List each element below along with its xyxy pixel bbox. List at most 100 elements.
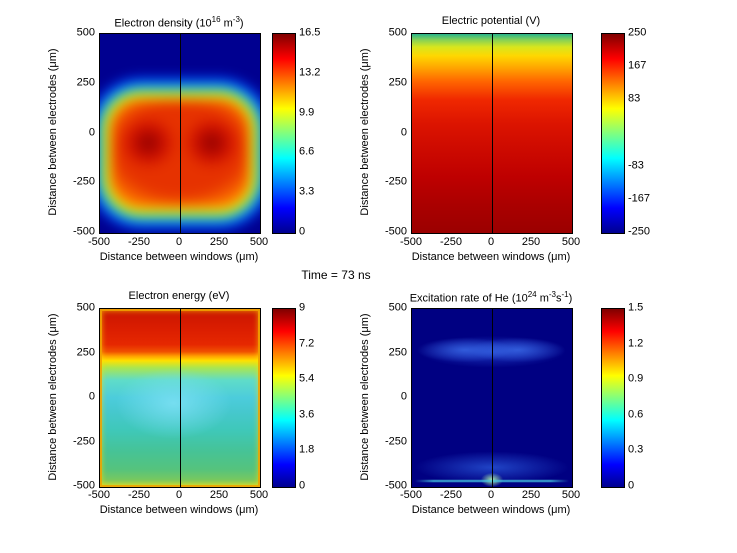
tick-label: 500 (561, 236, 581, 248)
tick-label: -500 (87, 236, 111, 248)
tick-label: 500 (249, 236, 269, 248)
plot-title-excitation-rate: Excitation rate of He (1024 m-3s-1) (410, 290, 573, 305)
colorbar-ticks-electron-density: 16.5 13.2 9.9 6.6 3.3 0 (299, 27, 339, 237)
heatmap-electron-energy (99, 308, 261, 488)
x-axis-ticks-electric-potential: -500 -250 0 250 500 (400, 236, 580, 249)
tick-label: 0 (175, 489, 183, 501)
tick-label: 9 (299, 301, 306, 314)
tick-label: 0 (628, 479, 635, 492)
x-axis-label-excitation-rate: Distance between windows (μm) (411, 504, 571, 516)
tick-label: 250 (388, 76, 407, 89)
tick-label: -250 (628, 225, 651, 238)
tick-label: 9.9 (299, 106, 315, 119)
tick-label: 13.2 (299, 66, 321, 79)
tick-label: 0.3 (628, 443, 644, 456)
tick-label: 500 (249, 489, 269, 501)
zero-line (180, 309, 181, 487)
y-axis-ticks-electron-density: 500 250 0 -250 -500 (59, 27, 95, 237)
tick-label: 0 (487, 489, 495, 501)
colorbar-ticks-electric-potential: 250 167 83 -83 -167 -250 (628, 27, 668, 237)
title-text: m (220, 17, 233, 30)
title-exponent: 16 (211, 15, 221, 24)
tick-label: 250 (76, 346, 95, 358)
title-text: ) (239, 17, 244, 30)
tick-label: 0 (400, 390, 407, 403)
tick-label: 0 (88, 126, 95, 138)
heatmap-electron-density (99, 33, 261, 234)
zero-line (492, 309, 493, 487)
tick-label: 250 (209, 489, 229, 501)
tick-label: 7.2 (299, 337, 315, 350)
plot-title-electron-density: Electron density (1016 m-3) (114, 15, 243, 30)
y-axis-label-electron-energy: Distance between electrodes (μm) (47, 313, 59, 481)
tick-label: 0 (88, 390, 95, 403)
x-axis-ticks-electron-density: -500 -250 0 250 500 (88, 236, 268, 249)
title-text: Electron energy (eV) (128, 290, 230, 302)
colorbar-ticks-electron-energy: 9 7.2 5.4 3.6 1.8 0 (299, 302, 339, 491)
plot-title-electric-potential: Electric potential (V) (442, 15, 540, 27)
title-exponent: 24 (527, 290, 537, 299)
tick-label: -250 (72, 175, 95, 188)
tick-label: 1.8 (299, 443, 315, 456)
tick-label: 0 (400, 126, 407, 138)
tick-label: 83 (628, 92, 641, 105)
tick-label: 6.6 (299, 145, 315, 158)
tick-label: -500 (87, 489, 111, 501)
tick-label: 0 (299, 225, 306, 238)
tick-label: 0.6 (628, 408, 644, 421)
tick-label: 500 (76, 26, 95, 39)
tick-label: -83 (628, 159, 644, 172)
y-axis-ticks-electron-energy: 500 250 0 -250 -500 (59, 302, 95, 491)
tick-label: -500 (72, 479, 95, 492)
tick-label: -500 (399, 489, 423, 501)
tick-label: -500 (384, 225, 407, 238)
tick-label: 0.9 (628, 372, 644, 385)
y-axis-label-excitation-rate: Distance between electrodes (μm) (359, 313, 371, 481)
tick-label: 1.2 (628, 337, 644, 350)
tick-label: 0 (487, 236, 495, 248)
tick-label: 0 (175, 236, 183, 248)
tick-label: -250 (127, 489, 151, 501)
tick-label: 16.5 (299, 26, 321, 39)
x-axis-label-electron-energy: Distance between windows (μm) (99, 504, 259, 516)
heatmap-excitation-rate (411, 308, 573, 488)
tick-label: 0 (299, 479, 306, 492)
tick-label: 250 (521, 236, 541, 248)
title-text: m (536, 292, 549, 305)
plot-title-electron-energy: Electron energy (eV) (129, 290, 230, 302)
title-exponent: -3 (548, 290, 556, 299)
tick-label: 250 (76, 76, 95, 89)
colorbar-ticks-excitation-rate: 1.5 1.2 0.9 0.6 0.3 0 (628, 302, 668, 491)
tick-label: 250 (521, 489, 541, 501)
x-axis-label-electric-potential: Distance between windows (μm) (411, 251, 571, 263)
tick-label: 250 (388, 346, 407, 358)
colorbar-electron-energy (272, 308, 296, 488)
tick-label: 500 (388, 26, 407, 39)
x-axis-ticks-electron-energy: -500 -250 0 250 500 (88, 489, 268, 502)
y-axis-label-electric-potential: Distance between electrodes (μm) (359, 48, 371, 216)
title-exponent: -1 (561, 290, 569, 299)
tick-label: 3.6 (299, 408, 315, 421)
title-text: ) (568, 292, 573, 305)
tick-label: -167 (628, 192, 651, 205)
title-text: Electron density (10 (114, 17, 212, 30)
tick-label: -250 (384, 435, 407, 447)
tick-label: 167 (628, 59, 647, 72)
tick-label: -500 (399, 236, 423, 248)
tick-label: 3.3 (299, 185, 315, 198)
tick-label: -500 (72, 225, 95, 238)
colorbar-electric-potential (601, 33, 625, 234)
y-axis-label-electron-density: Distance between electrodes (μm) (47, 48, 59, 216)
title-text: Electric potential (V) (441, 15, 541, 27)
tick-label: 500 (561, 489, 581, 501)
title-text: Excitation rate of He (10 (409, 292, 528, 305)
zero-line (492, 34, 493, 233)
tick-label: 500 (76, 301, 95, 314)
title-text: s (555, 292, 562, 305)
tick-label: -250 (384, 175, 407, 188)
colorbar-excitation-rate (601, 308, 625, 488)
heatmap-electric-potential (411, 33, 573, 234)
title-exponent: -3 (232, 15, 240, 24)
tick-label: -500 (384, 479, 407, 492)
